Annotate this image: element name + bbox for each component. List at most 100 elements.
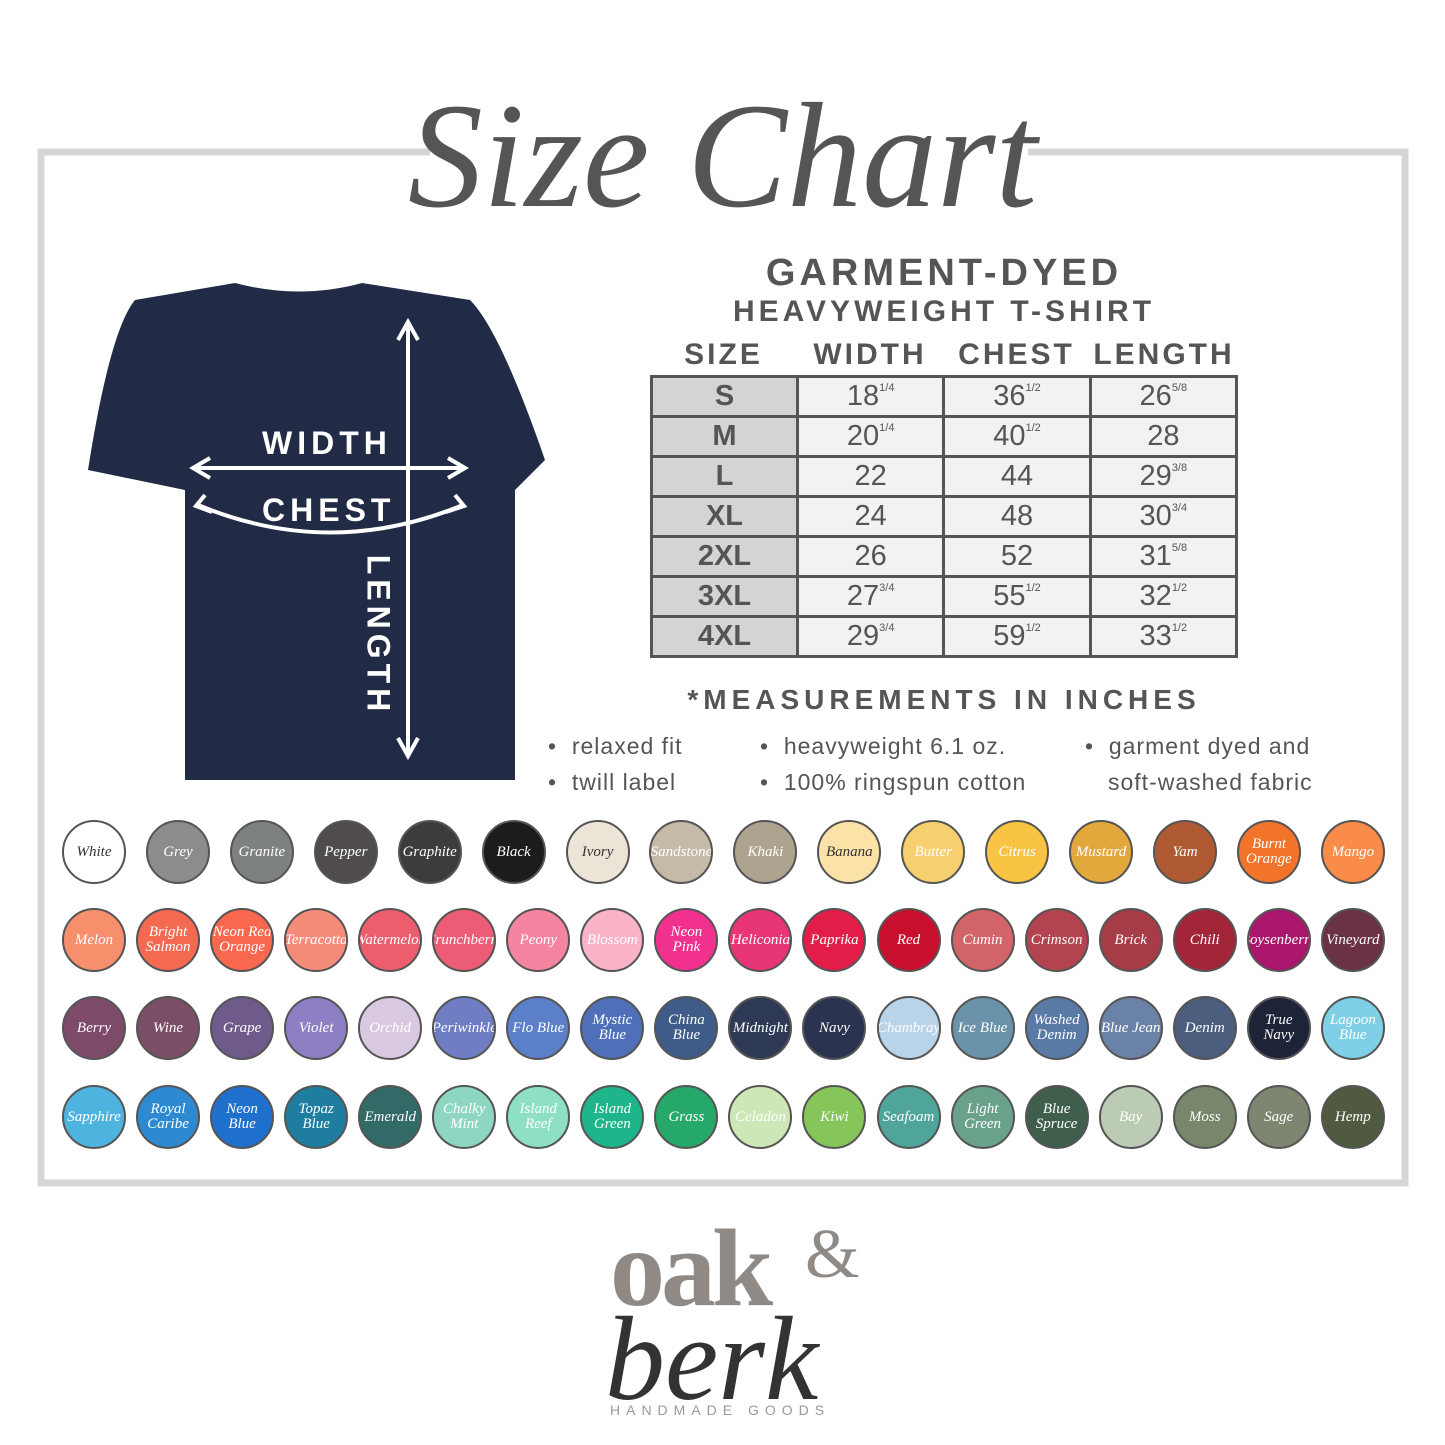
color-swatch: Blue Spruce — [1024, 1085, 1089, 1149]
cell: 265/8 — [1088, 375, 1239, 418]
feature-text: 100% ringspun cotton — [783, 769, 1027, 795]
color-swatch: Sage — [1246, 1085, 1311, 1149]
color-swatch: China Blue — [654, 996, 719, 1060]
color-swatch: Yam — [1152, 820, 1217, 884]
color-swatch: Emerald — [358, 1085, 423, 1149]
color-swatch: Blossom — [580, 908, 645, 972]
feature-text: relaxed fit — [571, 733, 683, 759]
cell: 44 — [942, 455, 1092, 498]
cell: 303/4 — [1088, 495, 1239, 538]
color-swatch: Chili — [1172, 908, 1237, 972]
logo-tagline: HANDMADE GOODS — [610, 1402, 831, 1418]
cell: 315/8 — [1088, 535, 1239, 578]
table-row: 4XL 293/4 591/2 331/2 — [650, 615, 1239, 658]
color-swatch: Mystic Blue — [580, 996, 645, 1060]
color-swatch: Washed Denim — [1024, 996, 1089, 1060]
cell: 201/4 — [795, 415, 946, 458]
cell-fraction: 1/2 — [1025, 582, 1041, 594]
swatch-row: Melon Bright Salmon Neon Red Orange Terraco… — [62, 908, 1385, 972]
color-swatch: Sandstone — [649, 820, 714, 884]
color-swatch: Paprika — [802, 908, 867, 972]
color-swatch: Flo Blue — [506, 996, 571, 1060]
swatch-row: Sapphire Royal Caribe Neon Blue Topaz Blue E… — [62, 1085, 1385, 1149]
header-cell: WIDTH — [813, 338, 927, 371]
border — [37, 148, 1409, 1187]
size-cell: M — [650, 415, 799, 458]
color-swatch: Cumin — [950, 908, 1015, 972]
feature-text: heavyweight 6.1 oz. — [783, 733, 1007, 759]
cell-fraction: 1/2 — [1171, 582, 1188, 594]
cell-fraction: 1/2 — [1025, 422, 1041, 434]
title: Size Chart — [407, 73, 1038, 239]
header-cell: CHEST — [958, 338, 1075, 371]
cell: 24 — [795, 495, 946, 538]
bullet: • — [760, 769, 784, 795]
color-swatch: Neon Blue — [210, 1085, 275, 1149]
header-cell: LENGTH — [1093, 338, 1235, 371]
table-row: M 201/4 401/2 28 — [650, 415, 1239, 458]
color-swatch: Island Green — [580, 1085, 645, 1149]
color-swatch: Graphite — [397, 820, 462, 884]
cell-fraction: 1/4 — [879, 422, 895, 434]
bullet: • — [1085, 733, 1109, 759]
color-swatch: Pepper — [313, 820, 378, 884]
color-swatch: Citrus — [985, 820, 1050, 884]
color-swatch: Topaz Blue — [284, 1085, 349, 1149]
color-swatch: Red — [876, 908, 941, 972]
cell-fraction: 3/4 — [879, 622, 895, 634]
cell-whole: 18 — [846, 380, 880, 412]
bullet: • — [548, 733, 572, 759]
cell-whole: 36 — [993, 380, 1026, 412]
cell-fraction: 3/8 — [1171, 462, 1188, 474]
width-label: WIDTH — [262, 425, 392, 461]
cell-whole: 33 — [1139, 620, 1172, 652]
cell: 401/2 — [942, 415, 1092, 458]
cell-fraction: 5/8 — [1171, 542, 1188, 554]
cell-fraction: 3/4 — [879, 582, 895, 594]
feature: soft-washed fabric — [1108, 764, 1313, 800]
size-cell: 2XL — [650, 535, 799, 578]
cell: 551/2 — [942, 575, 1092, 618]
color-swatch: Ivory — [565, 820, 630, 884]
color-swatch: Celadon — [728, 1085, 793, 1149]
color-swatch: Mango — [1320, 820, 1385, 884]
feature: • twill label — [548, 764, 676, 800]
cell: 331/2 — [1088, 615, 1239, 658]
cell: 293/8 — [1088, 455, 1239, 498]
color-swatch: Grape — [210, 996, 275, 1060]
color-swatch: Melon — [62, 908, 126, 972]
color-swatch: Black — [481, 820, 546, 884]
color-swatch: Banana — [817, 820, 882, 884]
size-table: S 181/4 361/2 265/8 M 201/4 401/2 28 L 22 44 293/8 X… — [650, 375, 1239, 658]
logo-berk: berk — [605, 1292, 819, 1425]
color-swatch: Island Reef — [506, 1085, 571, 1149]
cell: 52 — [942, 535, 1092, 578]
cell-whole: 29 — [1139, 460, 1172, 492]
color-swatch: Sapphire — [62, 1085, 126, 1149]
cell: 26 — [795, 535, 946, 578]
color-swatch: Terracotta — [284, 908, 349, 972]
product-line2: HEAVYWEIGHT T-SHIRT — [732, 295, 1156, 328]
color-swatch: Crunchberry — [432, 908, 497, 972]
cell-whole: 27 — [846, 580, 880, 612]
table-row: XL 24 48 303/4 — [650, 495, 1239, 538]
color-swatch: Watermelon — [358, 908, 423, 972]
cell: 48 — [942, 495, 1092, 538]
feature-text: twill label — [571, 769, 677, 795]
cell: 293/4 — [795, 615, 946, 658]
cell: 28 — [1088, 415, 1239, 458]
color-swatch: Violet — [284, 996, 349, 1060]
cell-fraction: 1/2 — [1171, 622, 1188, 634]
table-row: 2XL 26 52 315/8 — [650, 535, 1239, 578]
color-swatch: Lagoon Blue — [1320, 996, 1385, 1060]
color-swatch: Mustard — [1069, 820, 1134, 884]
chest-label: CHEST — [262, 492, 396, 528]
color-swatch: Royal Caribe — [136, 1085, 201, 1149]
table-row: 3XL 273/4 551/2 321/2 — [650, 575, 1239, 618]
color-swatch: Ice Blue — [950, 996, 1015, 1060]
color-swatch: Bright Salmon — [136, 908, 201, 972]
color-swatch: Berry — [62, 996, 126, 1060]
swatch-row: Berry Wine Grape Violet Orchid Periwinkle Flo … — [62, 996, 1385, 1060]
cell-fraction: 1/2 — [1025, 382, 1041, 394]
cell: 591/2 — [942, 615, 1092, 658]
